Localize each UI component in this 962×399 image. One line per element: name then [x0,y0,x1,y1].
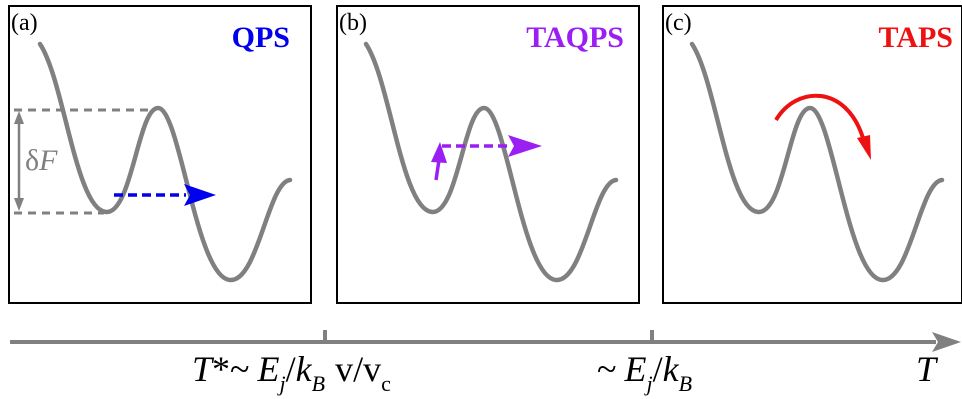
process-label-taqps: TAQPS [526,21,624,54]
process-label-taps: TAPS [879,21,953,54]
tick2-e-sub: j [643,371,652,396]
panel-b-frame [336,5,640,304]
tick1-slash: / [286,349,296,389]
taps-hopping-arrow-head [857,135,871,160]
temperature-axis-arrow-head [932,332,961,352]
panel-c-potential-curve [689,41,945,283]
panel-a-potential-curve [37,41,293,283]
barrier-delta-symbol: δ [25,144,39,177]
axis-tick-1-label: T*~ Ej/kB v/vc [192,349,391,396]
tick1-k-sub: B [312,371,325,396]
panel-a-barrier-arrow-down-head [14,198,24,211]
tick1-e: E [257,349,280,389]
panel-letter-b: (b) [339,10,367,36]
panel-b-potential-curve [363,41,619,283]
tick1-e-sub: j [277,371,286,396]
tick1-tilde: ~ [230,349,249,389]
panel-b: (b) TAQPS [336,5,640,304]
qps-tunneling-arrow-head [184,184,216,206]
tick1-star: * [212,349,230,389]
tick2-tilde: ~ [597,349,616,389]
panel-c-frame [662,5,962,304]
tick2-k: k [663,349,680,389]
panel-letter-a: (a) [11,10,38,36]
axis-tick-2-label: ~ Ej/kB [597,349,692,396]
taqps-thermal-activation-arrow [434,159,441,181]
process-label-qps: QPS [232,21,290,54]
panel-letter-c: (c) [665,10,692,36]
taps-hopping-arc [774,93,865,139]
tick1-t: T [192,349,215,389]
tick1-v: v/v [335,349,381,389]
panel-a-frame [8,5,312,304]
tick2-k-sub: B [679,371,692,396]
panel-c: (c) TAPS [662,5,962,304]
taqps-thermal-arrow-head [431,142,447,163]
axis-variable-label: T [916,349,939,389]
tick1-k: k [296,349,313,389]
panel-a-barrier-arrow-up-head [14,111,24,124]
panel-a: δF (a) QPS [8,5,312,304]
barrier-height-label: δF [25,144,58,177]
tick2-e: E [623,349,646,389]
barrier-f-symbol: F [38,144,58,177]
taqps-tunneling-arrow-head [508,135,542,157]
temperature-axis: T*~ Ej/kB v/vc ~ Ej/kB T [10,330,961,396]
tick1-v-sub: c [381,371,391,396]
tick2-slash: / [653,349,663,389]
